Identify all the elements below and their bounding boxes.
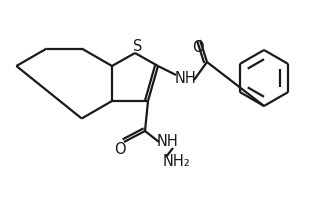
Text: NH: NH: [174, 70, 196, 85]
Text: S: S: [133, 39, 143, 54]
Text: O: O: [192, 40, 204, 55]
Text: NH: NH: [157, 135, 179, 150]
Text: NH₂: NH₂: [163, 154, 191, 170]
Text: O: O: [114, 142, 126, 157]
